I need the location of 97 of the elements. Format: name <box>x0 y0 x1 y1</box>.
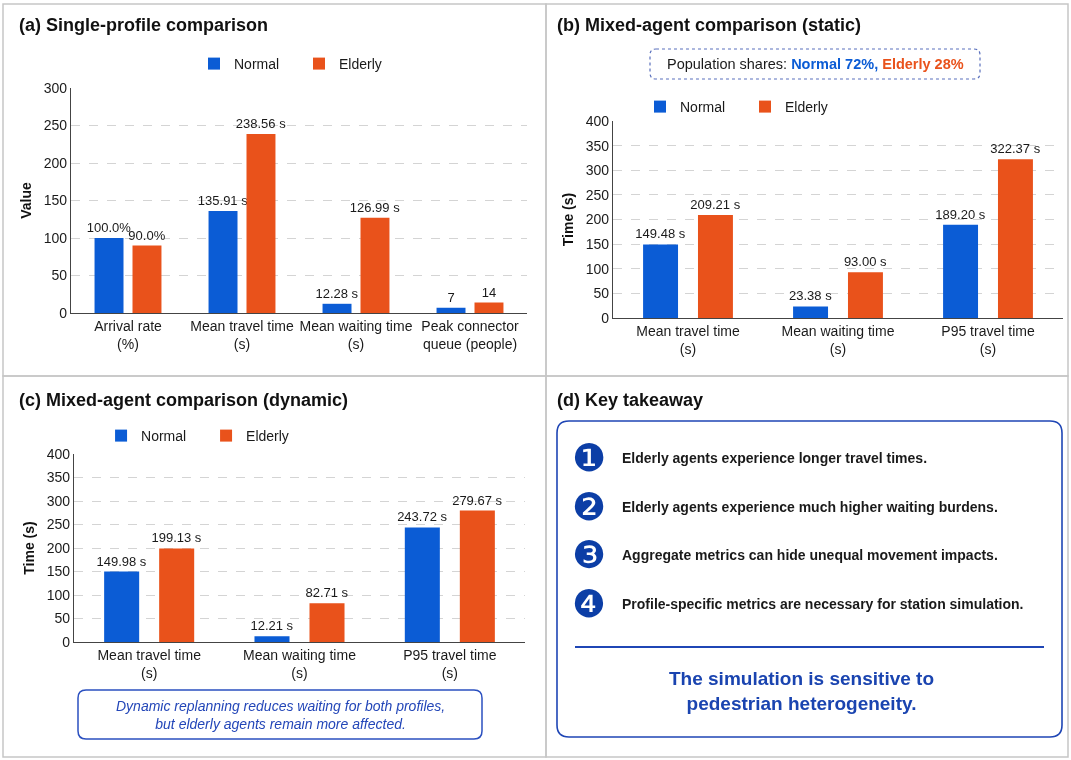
x-tick-label: Mean travel time (s) <box>97 646 202 682</box>
data-label: 199.13 s <box>151 530 202 546</box>
bar <box>246 134 276 313</box>
data-label: 12.21 s <box>250 618 294 634</box>
y-tick-label: 0 <box>59 304 68 321</box>
y-tick-label: 50 <box>51 267 68 284</box>
x-tick-label: Mean waiting time (s) <box>781 322 895 358</box>
text: Profile-specific metrics are necessary for station simulation. <box>622 596 1024 612</box>
x-tick-label: P95 travel time (s) <box>403 646 497 682</box>
bar <box>404 527 440 642</box>
text: Dynamic replanning reduces waiting for both profiles, but elderly agents remain more affected. <box>116 698 446 733</box>
text: ❶ <box>572 436 607 480</box>
y-tick-label: 250 <box>585 186 610 203</box>
chart-title: (a) Single-profile comparison <box>19 15 269 35</box>
x-tick-label: Mean travel time (s) <box>636 322 740 358</box>
y-tick-label: 250 <box>43 117 68 134</box>
bar <box>94 238 124 313</box>
data-label: 209.21 s <box>690 196 741 212</box>
data-label: 243.72 s <box>397 509 448 525</box>
data-label: 93.00 s <box>843 254 888 270</box>
legend-label: Normal <box>234 56 280 73</box>
data-label: 7 <box>447 289 455 305</box>
y-axis-title: Time (s) <box>560 192 577 247</box>
bar <box>254 636 290 642</box>
text: Elderly agents experience longer travel times. <box>622 450 928 466</box>
y-axis-title: Time (s) <box>21 521 38 575</box>
bar <box>643 244 679 318</box>
bar <box>322 303 352 313</box>
data-label: 149.48 s <box>635 226 686 242</box>
y-tick-label: 200 <box>43 154 68 171</box>
legend-label: Elderly <box>785 99 828 116</box>
text: ❹ <box>572 582 607 626</box>
data-label: 14 <box>481 284 497 300</box>
y-tick-label: 50 <box>54 610 71 627</box>
y-tick-label: 400 <box>46 445 71 462</box>
y-tick-label: 50 <box>593 285 610 302</box>
legend-label: Normal <box>141 428 187 445</box>
x-tick-label: Mean waiting time (s) <box>243 646 357 682</box>
text: Aggregate metrics can hide unequal movement impacts. <box>622 547 998 563</box>
data-label: 23.38 s <box>788 288 833 304</box>
y-tick-label: 300 <box>43 79 68 96</box>
bar <box>208 211 238 313</box>
text: ❸ <box>572 533 607 577</box>
bar <box>104 571 140 642</box>
y-tick-label: 100 <box>43 229 68 246</box>
data-label: 82.71 s <box>305 585 349 601</box>
bar <box>459 510 495 642</box>
text: The simulation is sensitive to pedestrian heterogeneity. <box>669 668 935 714</box>
y-tick-label: 150 <box>43 192 68 209</box>
legend-label: Normal <box>680 99 726 116</box>
data-label: 135.91 s <box>197 193 249 209</box>
bar <box>943 224 979 318</box>
y-tick-label: 150 <box>585 236 610 253</box>
y-tick-label: 100 <box>585 260 610 277</box>
text: Population shares: Normal 72%, Elderly 28% <box>667 56 964 72</box>
bar <box>847 272 883 318</box>
bar <box>309 603 345 642</box>
y-tick-label: 350 <box>46 469 71 486</box>
chart-title: (b) Mixed-agent comparison (static) <box>557 15 862 35</box>
y-tick-label: 200 <box>46 539 71 556</box>
x-tick-label: Mean waiting time (s) <box>299 317 413 353</box>
bar <box>436 307 466 313</box>
bar <box>360 217 390 313</box>
y-tick-label: 100 <box>46 586 71 603</box>
y-axis-title: Value <box>18 182 35 219</box>
y-tick-label: 0 <box>62 633 71 650</box>
data-label: 238.56 s <box>235 116 287 132</box>
data-label: 149.98 s <box>96 553 147 569</box>
y-tick-label: 300 <box>46 492 71 509</box>
chart-title: (c) Mixed-agent comparison (dynamic) <box>19 390 349 410</box>
text: (d) Key takeaway <box>557 390 704 410</box>
data-label: 126.99 s <box>349 199 401 215</box>
data-label: 279.67 s <box>452 492 503 508</box>
legend-label: Elderly <box>339 56 382 73</box>
y-tick-label: 350 <box>585 137 610 154</box>
data-label: 189.20 s <box>935 206 986 222</box>
x-tick-label: P95 travel time (s) <box>941 322 1035 358</box>
data-label: 12.28 s <box>315 285 359 301</box>
y-tick-label: 0 <box>601 309 610 326</box>
y-tick-label: 400 <box>585 112 610 129</box>
y-tick-label: 300 <box>585 162 610 179</box>
text: ❷ <box>572 485 607 529</box>
bar <box>132 245 162 313</box>
bar <box>159 548 195 642</box>
x-tick-label: Peak connector queue (people) <box>421 317 519 353</box>
bar <box>474 302 504 313</box>
legend-label: Elderly <box>246 428 289 445</box>
bar <box>793 306 829 318</box>
y-tick-label: 200 <box>585 211 610 228</box>
bar <box>697 214 733 318</box>
data-label: 322.37 s <box>990 141 1041 157</box>
y-tick-label: 150 <box>46 563 71 580</box>
x-tick-label: Arrival rate (%) <box>94 317 163 353</box>
bar <box>997 159 1033 318</box>
y-tick-label: 250 <box>46 516 71 533</box>
x-tick-label: Mean travel time (s) <box>190 317 294 353</box>
text: Elderly agents experience much higher waiting burdens. <box>622 499 998 515</box>
